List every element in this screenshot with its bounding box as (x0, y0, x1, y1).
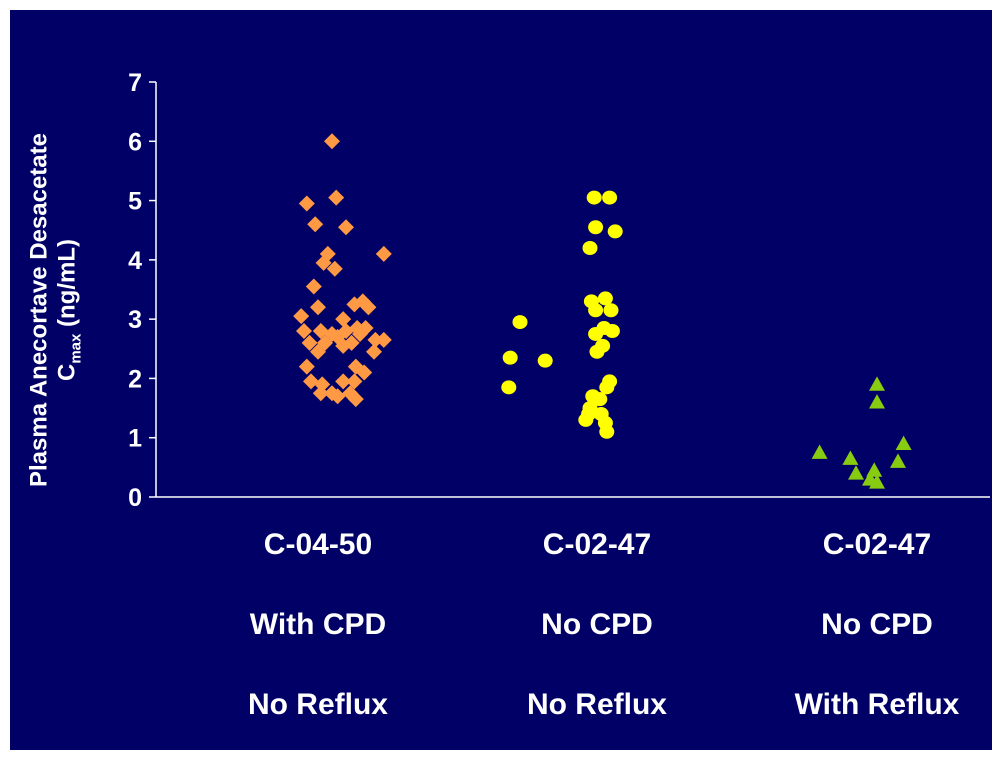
category-0-line2: With CPD (249, 608, 387, 641)
series-0-point-2 (328, 189, 345, 206)
series-2-point-0 (869, 376, 885, 391)
category-0-line1: C-04-50 (263, 528, 373, 561)
series-1-point-8 (582, 241, 598, 255)
y-tick-label-0: 0 (128, 484, 142, 512)
series-0-point-43 (347, 391, 364, 408)
series-0-point-15 (335, 311, 352, 328)
series-0-point-29 (343, 334, 360, 351)
y-tick-label-5: 5 (128, 188, 142, 216)
series-0-point-6 (315, 254, 332, 271)
series-0-point-1 (298, 195, 315, 212)
series-2-point-2 (895, 435, 912, 451)
series-0-point-4 (338, 219, 354, 236)
category-2-line3: With Reflux (794, 688, 960, 721)
series-2-point-1 (869, 394, 885, 409)
series-1-point-25 (578, 412, 594, 427)
series-0-point-34 (356, 364, 373, 381)
series-0-point-31 (366, 343, 382, 360)
series-0-point-25 (375, 331, 392, 348)
y-tick-label-7: 7 (128, 69, 142, 97)
series-2-point-4 (842, 450, 859, 465)
series-0-point-18 (312, 323, 329, 339)
series-0-point-7 (326, 260, 343, 277)
series-2-point-6 (848, 465, 864, 480)
series-0-point-26 (301, 334, 318, 351)
series-0-point-3 (307, 216, 324, 233)
series-0-point-8 (375, 245, 392, 262)
category-2-line1: C-02-47 (822, 528, 932, 561)
series-0-point-9 (305, 278, 322, 295)
series-0-point-32 (298, 358, 315, 375)
series-1-point-14 (588, 326, 604, 341)
category-2-line2: No CPD (821, 608, 933, 641)
scatter-chart: 0 1 2 3 4 5 6 7 (128, 69, 990, 512)
series-1-point-10 (597, 291, 613, 306)
series-1-point-2 (537, 353, 553, 368)
category-1-line3: No Reflux (526, 688, 667, 721)
y-tick-label-6: 6 (128, 128, 142, 156)
series-1-point-3 (501, 380, 517, 395)
series-1-point-17 (589, 344, 605, 359)
series-2-point-5 (890, 453, 906, 468)
series-1-point-12 (588, 303, 604, 318)
y-axis-label-line2: Cmax (ng/mL) (53, 238, 85, 382)
series-1-point-15 (604, 324, 620, 338)
chart-background: 0 1 2 3 4 5 6 7 Plasma Anecortave Desacetate Cm… (10, 10, 992, 750)
y-tick-label-2: 2 (128, 365, 142, 393)
y-tick-label-4: 4 (128, 247, 142, 275)
series-0-point-38 (346, 373, 363, 390)
series-0-point-24 (367, 331, 384, 348)
series-0-point-41 (329, 388, 346, 405)
category-0-line3: No Reflux (247, 688, 388, 721)
series-0-point-10 (310, 299, 326, 316)
y-tick-label-1: 1 (128, 425, 142, 453)
category-1-line2: No CPD (541, 608, 653, 641)
series-0-point-37 (335, 373, 352, 390)
series-0-point-13 (360, 299, 377, 316)
series-1-point-4 (586, 190, 602, 205)
series-0-point-14 (293, 308, 310, 325)
series-2-point-3 (811, 444, 828, 459)
category-1-line1: C-02-47 (542, 528, 652, 561)
series-1-point-0 (512, 315, 528, 330)
series-1-point-6 (588, 220, 604, 235)
series-0-point-35 (303, 373, 319, 390)
y-axis-label: Plasma Anecortave Desacetate Cmax (ng/mL… (26, 133, 91, 487)
series-1-point-19 (599, 380, 615, 395)
series-0-point-22 (352, 325, 368, 342)
series-0-point-30 (310, 343, 326, 360)
series-0-point-0 (324, 133, 340, 150)
series-0-point-39 (312, 385, 329, 402)
series-1-point-1 (502, 350, 518, 365)
series-1-point-7 (607, 224, 623, 239)
y-tick-label-3: 3 (128, 306, 142, 334)
series-0-point-5 (319, 245, 336, 262)
y-axis-label-line1: Plasma Anecortave Desacetate (25, 133, 53, 487)
series-1-point-27 (599, 424, 615, 439)
series-1-point-5 (602, 190, 618, 205)
series-2-point-9 (869, 474, 885, 489)
series-1-point-11 (603, 303, 619, 318)
series-1-point-21 (592, 392, 608, 407)
series-0-point-17 (296, 323, 312, 339)
